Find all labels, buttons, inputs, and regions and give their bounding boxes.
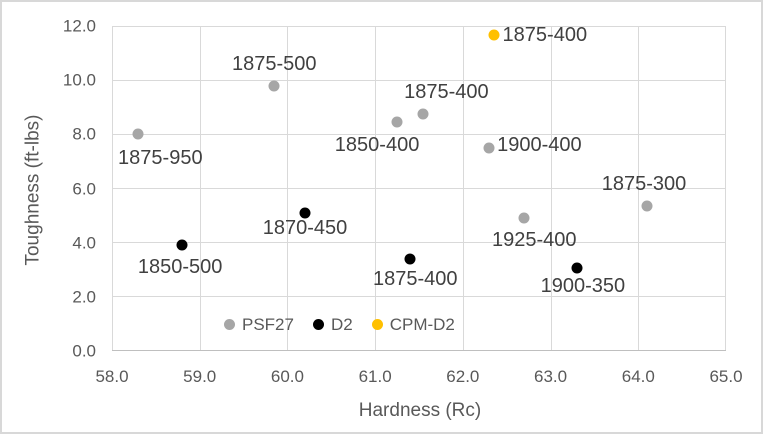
x-tick-label: 63.0	[534, 367, 568, 386]
gridline-vertical	[287, 26, 289, 350]
y-tick-label: 2.0	[72, 287, 96, 307]
data-point-label: 1850-400	[334, 134, 420, 157]
data-point-label: 1875-400	[502, 24, 588, 47]
gridline-horizontal	[112, 25, 726, 27]
x-tick-label: 60.0	[270, 367, 304, 386]
data-point-label: 1900-400	[497, 133, 582, 156]
legend-item-cpm-d2: CPM-D2	[371, 314, 455, 334]
data-point-label: 1925-400	[491, 229, 577, 252]
data-point-psf27	[518, 212, 530, 224]
y-tick-label: 10.0	[62, 70, 96, 90]
plot-area: 1875-950 1875-500 1850-400 1875-400 1900-400…	[112, 24, 726, 351]
y-tick-label: 0.0	[72, 341, 96, 361]
data-point-label: 1875-950	[118, 147, 203, 170]
data-point-label: 1850-500	[137, 256, 223, 279]
legend-item-psf27: PSF27	[224, 316, 294, 333]
gridline-vertical	[199, 26, 201, 350]
x-axis-title: Hardness (Rc)	[358, 400, 482, 421]
legend: PSF27 D2 CPM-D2	[224, 313, 455, 335]
x-tick-label: 59.0	[183, 367, 217, 386]
x-tick-label: 62.0	[446, 367, 480, 386]
y-tick-label: 4.0	[72, 233, 96, 253]
gridline-vertical	[638, 26, 640, 350]
data-point-label: 1900-350	[540, 275, 626, 298]
x-tick-label: 65.0	[709, 367, 743, 386]
gridline-vertical	[112, 26, 113, 350]
data-point-psf27	[268, 80, 280, 92]
legend-marker-icon	[312, 318, 324, 330]
gridline-vertical	[375, 26, 377, 350]
data-point-label: 1870-450	[262, 216, 348, 239]
data-point-label: 1875-500	[232, 52, 317, 75]
legend-label: D2	[330, 314, 353, 334]
data-point-psf27	[483, 142, 495, 154]
gridline-vertical	[462, 26, 464, 350]
gridline-horizontal	[112, 188, 726, 189]
data-point-psf27	[641, 200, 653, 212]
legend-label: CPM-D2	[389, 314, 455, 334]
y-tick-label: 12.0	[62, 16, 96, 36]
gridline-horizontal	[112, 133, 726, 135]
gridline-horizontal	[112, 242, 726, 244]
data-point-label: 1875-400	[404, 81, 489, 104]
x-tick-label: 64.0	[621, 367, 655, 386]
gridline-vertical	[725, 26, 726, 350]
data-point-d2	[299, 207, 311, 219]
y-tick-label: 8.0	[72, 124, 96, 144]
data-point-label: 1875-300	[601, 173, 687, 196]
data-point-psf27	[417, 108, 429, 120]
y-tick-label: 6.0	[72, 179, 96, 198]
gridline-vertical	[550, 26, 552, 350]
data-point-d2	[571, 262, 583, 274]
data-point-psf27	[391, 116, 403, 128]
gridline-horizontal	[112, 79, 726, 81]
legend-marker-icon	[224, 318, 235, 330]
data-point-psf27	[132, 128, 144, 140]
legend-item-d2: D2	[312, 314, 353, 334]
data-point-cpm-d2	[488, 29, 500, 41]
gridline-horizontal	[112, 296, 726, 298]
data-point-d2	[176, 239, 188, 251]
x-tick-label: 58.0	[95, 367, 129, 386]
x-tick-label: 61.0	[358, 367, 392, 386]
legend-label: PSF27	[242, 314, 294, 334]
legend-marker-icon	[371, 318, 383, 330]
data-point-label: 1875-400	[372, 267, 458, 290]
data-point-d2	[404, 253, 416, 265]
